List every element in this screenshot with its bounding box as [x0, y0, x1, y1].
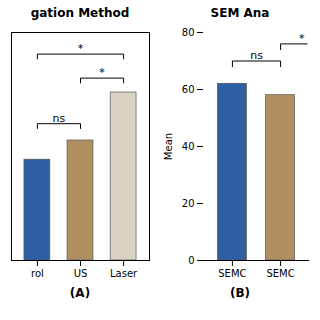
html-text:(A): (A)	[69, 286, 91, 300]
svg-text:Mean: Mean	[163, 133, 174, 160]
svg-text:ns: ns	[53, 112, 66, 125]
svg-text:40: 40	[182, 141, 195, 152]
svg-text:Laser: Laser	[110, 268, 138, 279]
svg-text:ns: ns	[250, 49, 263, 62]
svg-text:80: 80	[182, 27, 195, 38]
svg-text:US: US	[74, 268, 88, 279]
html-text:gation Method: gation Method	[30, 6, 130, 20]
svg-text:*: *	[99, 66, 105, 79]
html-text:(B): (B)	[229, 286, 251, 300]
html-text:SEM Ana: SEM Ana	[210, 6, 270, 20]
svg-text:*: *	[78, 42, 84, 55]
svg-text:SEMC: SEMC	[266, 268, 294, 279]
svg-text:*: *	[299, 32, 305, 45]
svg-text:60: 60	[182, 84, 195, 95]
svg-text:rol: rol	[31, 268, 44, 279]
svg-text:0: 0	[188, 255, 194, 266]
svg-text:SEMC: SEMC	[218, 268, 246, 279]
svg-text:20: 20	[182, 198, 195, 209]
